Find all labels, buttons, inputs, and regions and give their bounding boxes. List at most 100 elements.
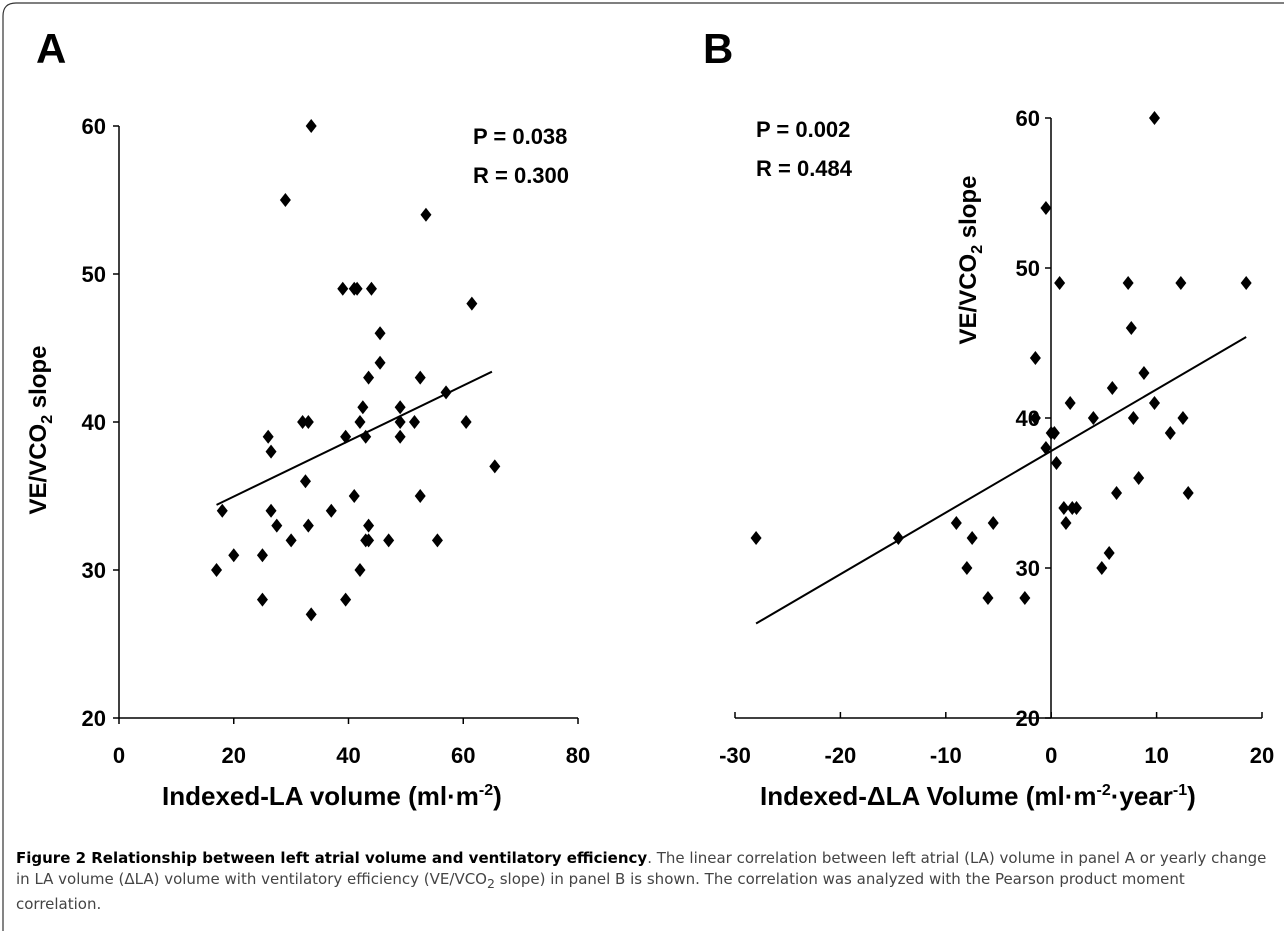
panel-b-data-point (750, 531, 762, 545)
panel-a-data-point (383, 533, 395, 548)
panel-a-label: A (36, 25, 66, 72)
panel-a-data-point (460, 415, 472, 429)
panel-a-data-point (265, 503, 277, 518)
panel-a-data-point (374, 326, 386, 341)
panel-b-data-point (1133, 471, 1145, 485)
panel-b-data-point (1087, 411, 1099, 425)
panel-a-data-point (354, 563, 366, 577)
panel-b-data-point (1070, 501, 1082, 515)
panel-a-y-tick-label: 30 (82, 558, 106, 583)
panel-a-y-tick-label: 60 (82, 114, 106, 139)
panel-a-y-tick-label: 50 (82, 262, 106, 287)
panel-a: A 20 30 40 50 60 0 20 40 60 80 P = 0.038 R = 0.3… (25, 25, 590, 811)
panel-b-data-point (966, 531, 978, 545)
panel-a-data-point (414, 370, 426, 385)
panel-a-data-point (299, 474, 311, 489)
panel-a-data-point (489, 459, 501, 474)
panel-a-y-tick-label: 40 (82, 410, 106, 435)
panel-a-data-point (285, 533, 297, 548)
panel-a-x-tick-label: 40 (336, 743, 360, 768)
panel-b-data-point (1064, 396, 1076, 410)
panel-b-data-point (1106, 381, 1118, 395)
panel-a-data-point (363, 370, 375, 385)
panel-a-data-point (271, 518, 283, 533)
panel-b-data-point (1138, 366, 1150, 380)
panel-b-data-point (1058, 501, 1070, 515)
panel-a-data-point (420, 207, 432, 222)
panel-a-data-point (394, 415, 406, 429)
panel-b-data-point (1164, 426, 1176, 440)
panel-b-data-point (1054, 276, 1066, 290)
panel-b-y-tick-label: 20 (1016, 706, 1040, 731)
panel-b-x-tick-label: 10 (1144, 743, 1168, 768)
panel-b-y-tick-label: 60 (1016, 106, 1040, 131)
panel-b-data-point (1040, 441, 1052, 455)
panel-a-data-point (360, 429, 372, 444)
panel-a-p-value: P = 0.038 (473, 124, 567, 149)
panel-a-data-point (374, 355, 386, 370)
panel-b-data-point (1103, 546, 1115, 560)
panel-a-data-point (394, 429, 406, 444)
panel-a-data-point (351, 281, 363, 296)
panel-a-data-point (414, 489, 426, 503)
panel-a-data-point (302, 518, 314, 533)
panel-a-data-point (325, 503, 337, 518)
panel-a-y-tick-label: 20 (82, 706, 106, 731)
panel-b-data-point (1111, 486, 1123, 500)
panel-a-data-point (216, 503, 228, 518)
panel-a-x-tick-label: 20 (222, 743, 246, 768)
panel-b-data-point (1019, 591, 1031, 605)
panel-b-x-tick-label: -20 (825, 743, 857, 768)
panel-b-data-point (982, 591, 994, 605)
panel-b-data-point (1029, 351, 1041, 365)
panel-a-x-tick-label: 80 (566, 743, 590, 768)
panel-b-data-point (950, 516, 962, 530)
panel-a-x-tick-label: 60 (451, 743, 475, 768)
panel-b-data-point (1127, 411, 1139, 425)
panel-a-data-point (256, 548, 268, 563)
panel-b-data-point (1050, 456, 1062, 470)
panel-a-data-point (256, 592, 268, 607)
panel-b-x-tick-label: 0 (1045, 743, 1057, 768)
panel-a-data-point (305, 119, 317, 133)
panel-b-data-point (892, 531, 904, 545)
panel-a-data-point (431, 533, 443, 548)
panel-b-data-point (1177, 411, 1189, 425)
panel-a-data-point (305, 607, 317, 622)
panel-b-data-point (1096, 561, 1108, 575)
panel-b-data-point (1175, 276, 1187, 290)
panel-b-y-axis-title: VE/VCO2 slope (955, 176, 986, 345)
panel-a-data-point (297, 415, 309, 429)
caption-text: . The linear correlation between left at… (16, 849, 1267, 888)
panel-a-data-point (348, 489, 360, 503)
panel-a-data-point (466, 296, 478, 311)
panel-b-data-point (1125, 321, 1137, 335)
panel-a-data-point (408, 415, 420, 429)
panel-a-data-point (363, 518, 375, 533)
panel-a-data-point (394, 400, 406, 415)
panel-a-data-point (340, 592, 352, 607)
panel-a-data-point (363, 533, 375, 548)
panel-b-trendline (755, 336, 1247, 625)
panel-b-label: B (703, 25, 733, 72)
caption-title: Figure 2 Relationship between left atria… (16, 849, 648, 867)
panel-a-data-point (262, 429, 274, 444)
panel-b-data-point (1148, 111, 1160, 125)
panel-a-x-tick-label: 0 (113, 743, 125, 768)
caption-text-end: slope) in panel B is shown. The correlat… (16, 870, 1185, 913)
caption-subscript: 2 (486, 876, 495, 891)
panel-b-data-point (1182, 486, 1194, 500)
panel-b-data-point (1122, 276, 1134, 290)
panel-a-data-point (354, 415, 366, 429)
panel-a-data-point (228, 548, 240, 563)
panel-b-data-point (987, 516, 999, 530)
panel-a-data-point (340, 429, 352, 444)
panel-b-x-tick-label: 20 (1250, 743, 1274, 768)
figure-caption: Figure 2 Relationship between left atria… (16, 848, 1270, 915)
panel-b-data-point (1040, 201, 1052, 215)
panel-a-data-point (357, 400, 369, 415)
panel-a-data-point (337, 281, 349, 296)
panel-b-y-tick-label: 30 (1016, 556, 1040, 581)
